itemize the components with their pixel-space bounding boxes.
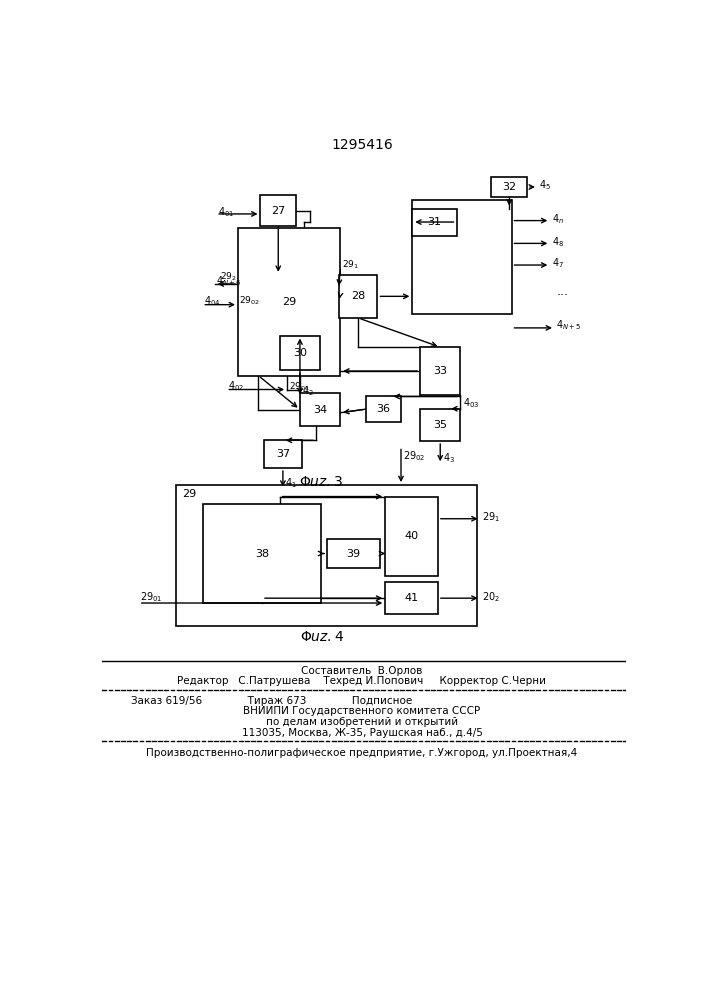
Text: $4_3$: $4_3$: [443, 451, 455, 465]
Text: 30: 30: [293, 348, 307, 358]
Bar: [300, 393, 340, 426]
Text: $4_7$: $4_7$: [552, 257, 564, 270]
Text: 113035, Москва, Ж-35, Раушская наб., д.4/5: 113035, Москва, Ж-35, Раушская наб., д.4…: [242, 728, 482, 738]
Text: 33: 33: [433, 366, 448, 376]
Text: $4_{01}$: $4_{01}$: [218, 205, 234, 219]
Text: $29_1$: $29_1$: [341, 259, 359, 271]
Text: $4_8$: $4_8$: [552, 235, 564, 249]
Text: ВНИИПИ Государственного комитета СССР: ВНИИПИ Государственного комитета СССР: [243, 706, 481, 716]
Text: Производственно-полиграфическое предприятие, г.Ужгород, ул.Проектная,4: Производственно-полиграфическое предприя…: [146, 748, 578, 758]
Text: $4_{N+6}$: $4_{N+6}$: [216, 274, 242, 288]
Text: $\Phi u\mathit{z}. 3$: $\Phi u\mathit{z}. 3$: [299, 475, 343, 489]
Text: 35: 35: [433, 420, 448, 430]
Text: $4_n$: $4_n$: [552, 212, 564, 226]
Text: $29_{01}$: $29_{01}$: [288, 380, 310, 393]
Bar: [491, 177, 527, 197]
Bar: [327, 539, 380, 568]
Bar: [420, 409, 460, 441]
Text: $29_{01}$: $29_{01}$: [140, 590, 163, 604]
Text: 39: 39: [346, 549, 361, 559]
Text: $29_{02}$: $29_{02}$: [403, 449, 426, 463]
Bar: [280, 336, 320, 370]
Text: 28: 28: [351, 291, 366, 301]
Text: 29: 29: [182, 489, 197, 499]
Text: $4_{N+5}$: $4_{N+5}$: [556, 319, 582, 332]
Text: 37: 37: [276, 449, 290, 459]
Text: 31: 31: [428, 217, 441, 227]
Bar: [366, 396, 402, 422]
Text: $20_2$: $20_2$: [482, 590, 500, 604]
Text: 34: 34: [313, 405, 327, 415]
Text: $4_5$: $4_5$: [539, 179, 551, 192]
Text: 41: 41: [404, 593, 419, 603]
Text: $4_{02}$: $4_{02}$: [228, 380, 244, 393]
Text: 1295416: 1295416: [331, 138, 393, 152]
Text: $4_1$: $4_1$: [285, 477, 297, 490]
Bar: [264, 440, 301, 468]
Text: 27: 27: [271, 206, 286, 216]
Bar: [420, 347, 460, 395]
Text: $29_{02}$: $29_{02}$: [239, 295, 259, 307]
Text: $29_2$: $29_2$: [220, 270, 237, 283]
Text: Редактор   С.Патрушева    Техред И.Попович     Корректор С.Черни: Редактор С.Патрушева Техред И.Попович Ко…: [177, 676, 547, 686]
Text: ...: ...: [556, 285, 568, 298]
Text: Составитель  В.Орлов: Составитель В.Орлов: [301, 666, 423, 676]
Text: $4_{03}$: $4_{03}$: [462, 396, 479, 410]
Bar: [412, 200, 512, 314]
Text: по делам изобретений и открытий: по делам изобретений и открытий: [266, 717, 458, 727]
Bar: [260, 195, 296, 226]
Bar: [385, 582, 438, 614]
Text: Заказ 619/56              Тираж 673              Подписное: Заказ 619/56 Тираж 673 Подписное: [131, 696, 412, 706]
Text: $4_2$: $4_2$: [303, 384, 314, 398]
Text: 40: 40: [404, 531, 419, 541]
Bar: [238, 228, 340, 376]
Bar: [339, 275, 378, 318]
Text: $29_1$: $29_1$: [482, 510, 500, 524]
Text: 32: 32: [502, 182, 516, 192]
Text: 29: 29: [282, 297, 296, 307]
Text: $4_{04}$: $4_{04}$: [204, 294, 221, 308]
Text: 36: 36: [377, 404, 391, 414]
Bar: [176, 485, 477, 626]
Bar: [203, 504, 321, 603]
Bar: [385, 497, 438, 576]
Text: 38: 38: [255, 549, 269, 559]
Text: $\Phi u\mathit{z}. 4$: $\Phi u\mathit{z}. 4$: [300, 630, 344, 644]
Bar: [412, 209, 457, 235]
